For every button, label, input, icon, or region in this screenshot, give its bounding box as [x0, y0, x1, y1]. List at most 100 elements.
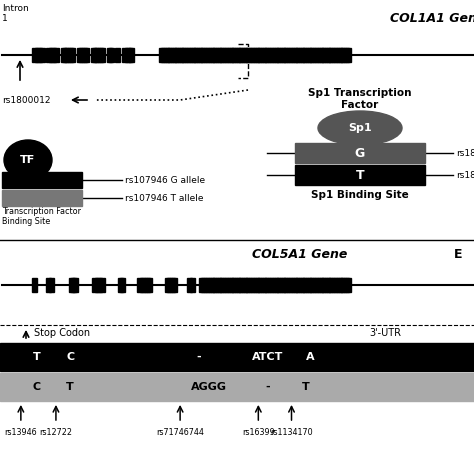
Bar	[242, 278, 247, 292]
Bar	[77, 48, 82, 62]
Text: rs71746744: rs71746744	[156, 428, 204, 437]
Bar	[225, 48, 230, 62]
Text: AGGG: AGGG	[191, 382, 227, 392]
Bar	[69, 278, 74, 292]
Text: A: A	[306, 352, 315, 362]
Bar	[206, 48, 211, 62]
Bar	[232, 48, 237, 62]
Bar	[147, 278, 152, 292]
Text: Sp1 Binding Site: Sp1 Binding Site	[311, 190, 409, 200]
Bar	[0, 373, 474, 401]
Bar	[161, 48, 166, 62]
Bar	[332, 48, 337, 62]
Bar	[261, 48, 266, 62]
Bar	[244, 278, 249, 292]
Bar	[237, 48, 242, 62]
Bar	[73, 278, 79, 292]
Bar	[282, 278, 287, 292]
Bar	[339, 278, 344, 292]
Bar	[237, 278, 242, 292]
Bar	[341, 278, 346, 292]
Bar	[268, 278, 273, 292]
Bar	[211, 48, 216, 62]
Bar	[204, 48, 209, 62]
Text: G: G	[355, 146, 365, 159]
Bar	[82, 48, 87, 62]
Bar	[109, 48, 114, 62]
Bar	[211, 278, 216, 292]
Bar	[180, 48, 185, 62]
Bar	[280, 48, 285, 62]
Bar	[100, 48, 105, 62]
Bar	[32, 278, 37, 292]
Bar	[140, 278, 145, 292]
Bar	[280, 278, 285, 292]
Bar	[187, 278, 192, 292]
Bar	[68, 48, 73, 62]
Text: C: C	[33, 382, 41, 392]
Bar	[98, 48, 103, 62]
Bar	[254, 48, 259, 62]
Bar	[265, 278, 271, 292]
Bar	[301, 278, 306, 292]
Bar	[277, 48, 283, 62]
Bar	[84, 48, 89, 62]
Bar	[79, 48, 84, 62]
Bar	[190, 278, 195, 292]
Bar	[182, 48, 188, 62]
Bar	[299, 278, 304, 292]
Bar	[201, 278, 207, 292]
Bar	[239, 278, 245, 292]
Bar	[71, 278, 76, 292]
Bar	[159, 48, 164, 62]
Text: T: T	[356, 168, 365, 182]
Bar	[327, 48, 332, 62]
Bar	[270, 48, 275, 62]
Bar	[165, 278, 170, 292]
Bar	[187, 48, 192, 62]
Bar	[295, 165, 425, 185]
Bar	[171, 48, 176, 62]
Bar	[265, 48, 271, 62]
Text: rs1134170: rs1134170	[270, 428, 313, 437]
Bar	[167, 278, 173, 292]
Bar	[125, 48, 130, 62]
Bar	[341, 48, 346, 62]
Bar	[118, 278, 123, 292]
Bar	[277, 278, 283, 292]
Bar	[54, 48, 59, 62]
Bar	[289, 278, 294, 292]
Bar	[122, 48, 128, 62]
Text: Transcription Factor
Binding Site: Transcription Factor Binding Site	[2, 207, 81, 227]
Bar	[308, 48, 313, 62]
Bar	[120, 278, 125, 292]
Text: rs180001: rs180001	[456, 148, 474, 157]
Bar	[320, 278, 325, 292]
Bar	[254, 278, 259, 292]
Bar	[178, 48, 183, 62]
Bar	[142, 278, 147, 292]
Bar	[306, 48, 311, 62]
Bar	[287, 48, 292, 62]
Bar	[37, 48, 43, 62]
Bar	[107, 48, 112, 62]
Bar	[213, 278, 219, 292]
Bar	[313, 48, 318, 62]
Bar	[294, 278, 299, 292]
Bar	[199, 48, 204, 62]
Bar	[92, 278, 98, 292]
Bar	[292, 48, 297, 62]
Text: -: -	[265, 382, 270, 392]
Bar	[235, 278, 240, 292]
Bar	[256, 278, 261, 292]
Text: rs16399: rs16399	[242, 428, 275, 437]
Bar	[303, 278, 309, 292]
Bar	[172, 278, 177, 292]
Bar	[95, 278, 100, 292]
Bar	[93, 48, 98, 62]
Text: C: C	[66, 352, 74, 362]
Bar	[263, 278, 268, 292]
Bar	[318, 278, 323, 292]
Bar	[295, 143, 425, 163]
Bar	[294, 48, 299, 62]
